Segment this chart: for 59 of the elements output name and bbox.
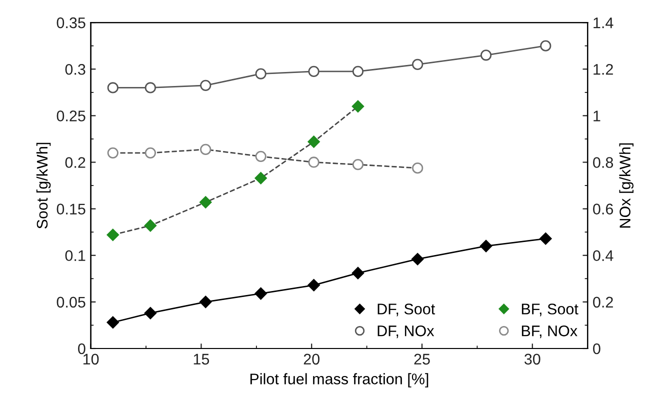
point: [412, 162, 424, 174]
point: [144, 307, 157, 320]
point: [352, 159, 364, 170]
point: [480, 240, 492, 252]
legend-label: DF, NOx: [378, 325, 434, 338]
y2-tick-label: 0.8: [593, 157, 614, 168]
point: [106, 228, 119, 241]
point: [144, 82, 156, 94]
y-tick-label: 0.2: [65, 157, 86, 168]
point: [254, 172, 267, 184]
legend-label: BF, NOx: [522, 325, 578, 338]
x-tick-label: 20: [304, 354, 320, 365]
point: [480, 50, 492, 61]
y-tick-label: 0.05: [56, 296, 86, 308]
point: [308, 136, 320, 148]
point: [308, 66, 320, 77]
y2-tick-label: 0: [593, 343, 600, 354]
point: [144, 219, 157, 232]
point: [352, 266, 364, 280]
point: [540, 40, 552, 52]
y2-tick-label: 1.2: [594, 64, 613, 75]
point: [308, 279, 320, 292]
x-tick-label: 25: [414, 354, 430, 365]
point: [144, 147, 156, 158]
point: [352, 66, 364, 77]
y-tick-label: 0.35: [56, 17, 86, 28]
point: [352, 100, 364, 112]
point: [200, 196, 212, 208]
point: [411, 253, 424, 266]
point: [200, 296, 212, 308]
y-axis-title: Soot [g/kWh]: [36, 142, 51, 229]
point: [106, 316, 119, 329]
y-tick-label: 0: [78, 343, 86, 354]
point: [540, 232, 552, 245]
y-tick-label: 0.3: [65, 64, 86, 75]
legend-label: DF, Soot: [378, 304, 436, 316]
y-tick-label: 0.25: [56, 110, 86, 122]
y-tick-label: 0.15: [56, 204, 86, 214]
x-tick-label: 10: [83, 354, 99, 365]
point: [200, 144, 212, 155]
x-tick-label: 15: [194, 354, 210, 365]
y2-tick-label: 1.4: [594, 18, 614, 28]
y2-tick-label: 0.4: [593, 250, 614, 262]
point: [254, 287, 267, 300]
y2-tick-label: 1: [594, 110, 600, 122]
y2-tick-label: 0.6: [593, 204, 614, 214]
y-tick-label: 0.1: [65, 250, 86, 262]
x-tick-label: 30: [524, 354, 540, 365]
point: [412, 58, 424, 70]
point: [255, 150, 266, 162]
legend-label: BF, Soot: [522, 304, 578, 316]
point: [107, 147, 118, 158]
point: [200, 80, 212, 91]
point: [255, 68, 266, 80]
y2-tick-label: 0.2: [593, 296, 613, 308]
point: [308, 156, 320, 168]
x-axis-title: Pilot fuel mass fraction [%]: [250, 373, 428, 388]
y2-axis-title: NOx [g/kWh]: [619, 143, 634, 228]
point: [107, 82, 118, 94]
